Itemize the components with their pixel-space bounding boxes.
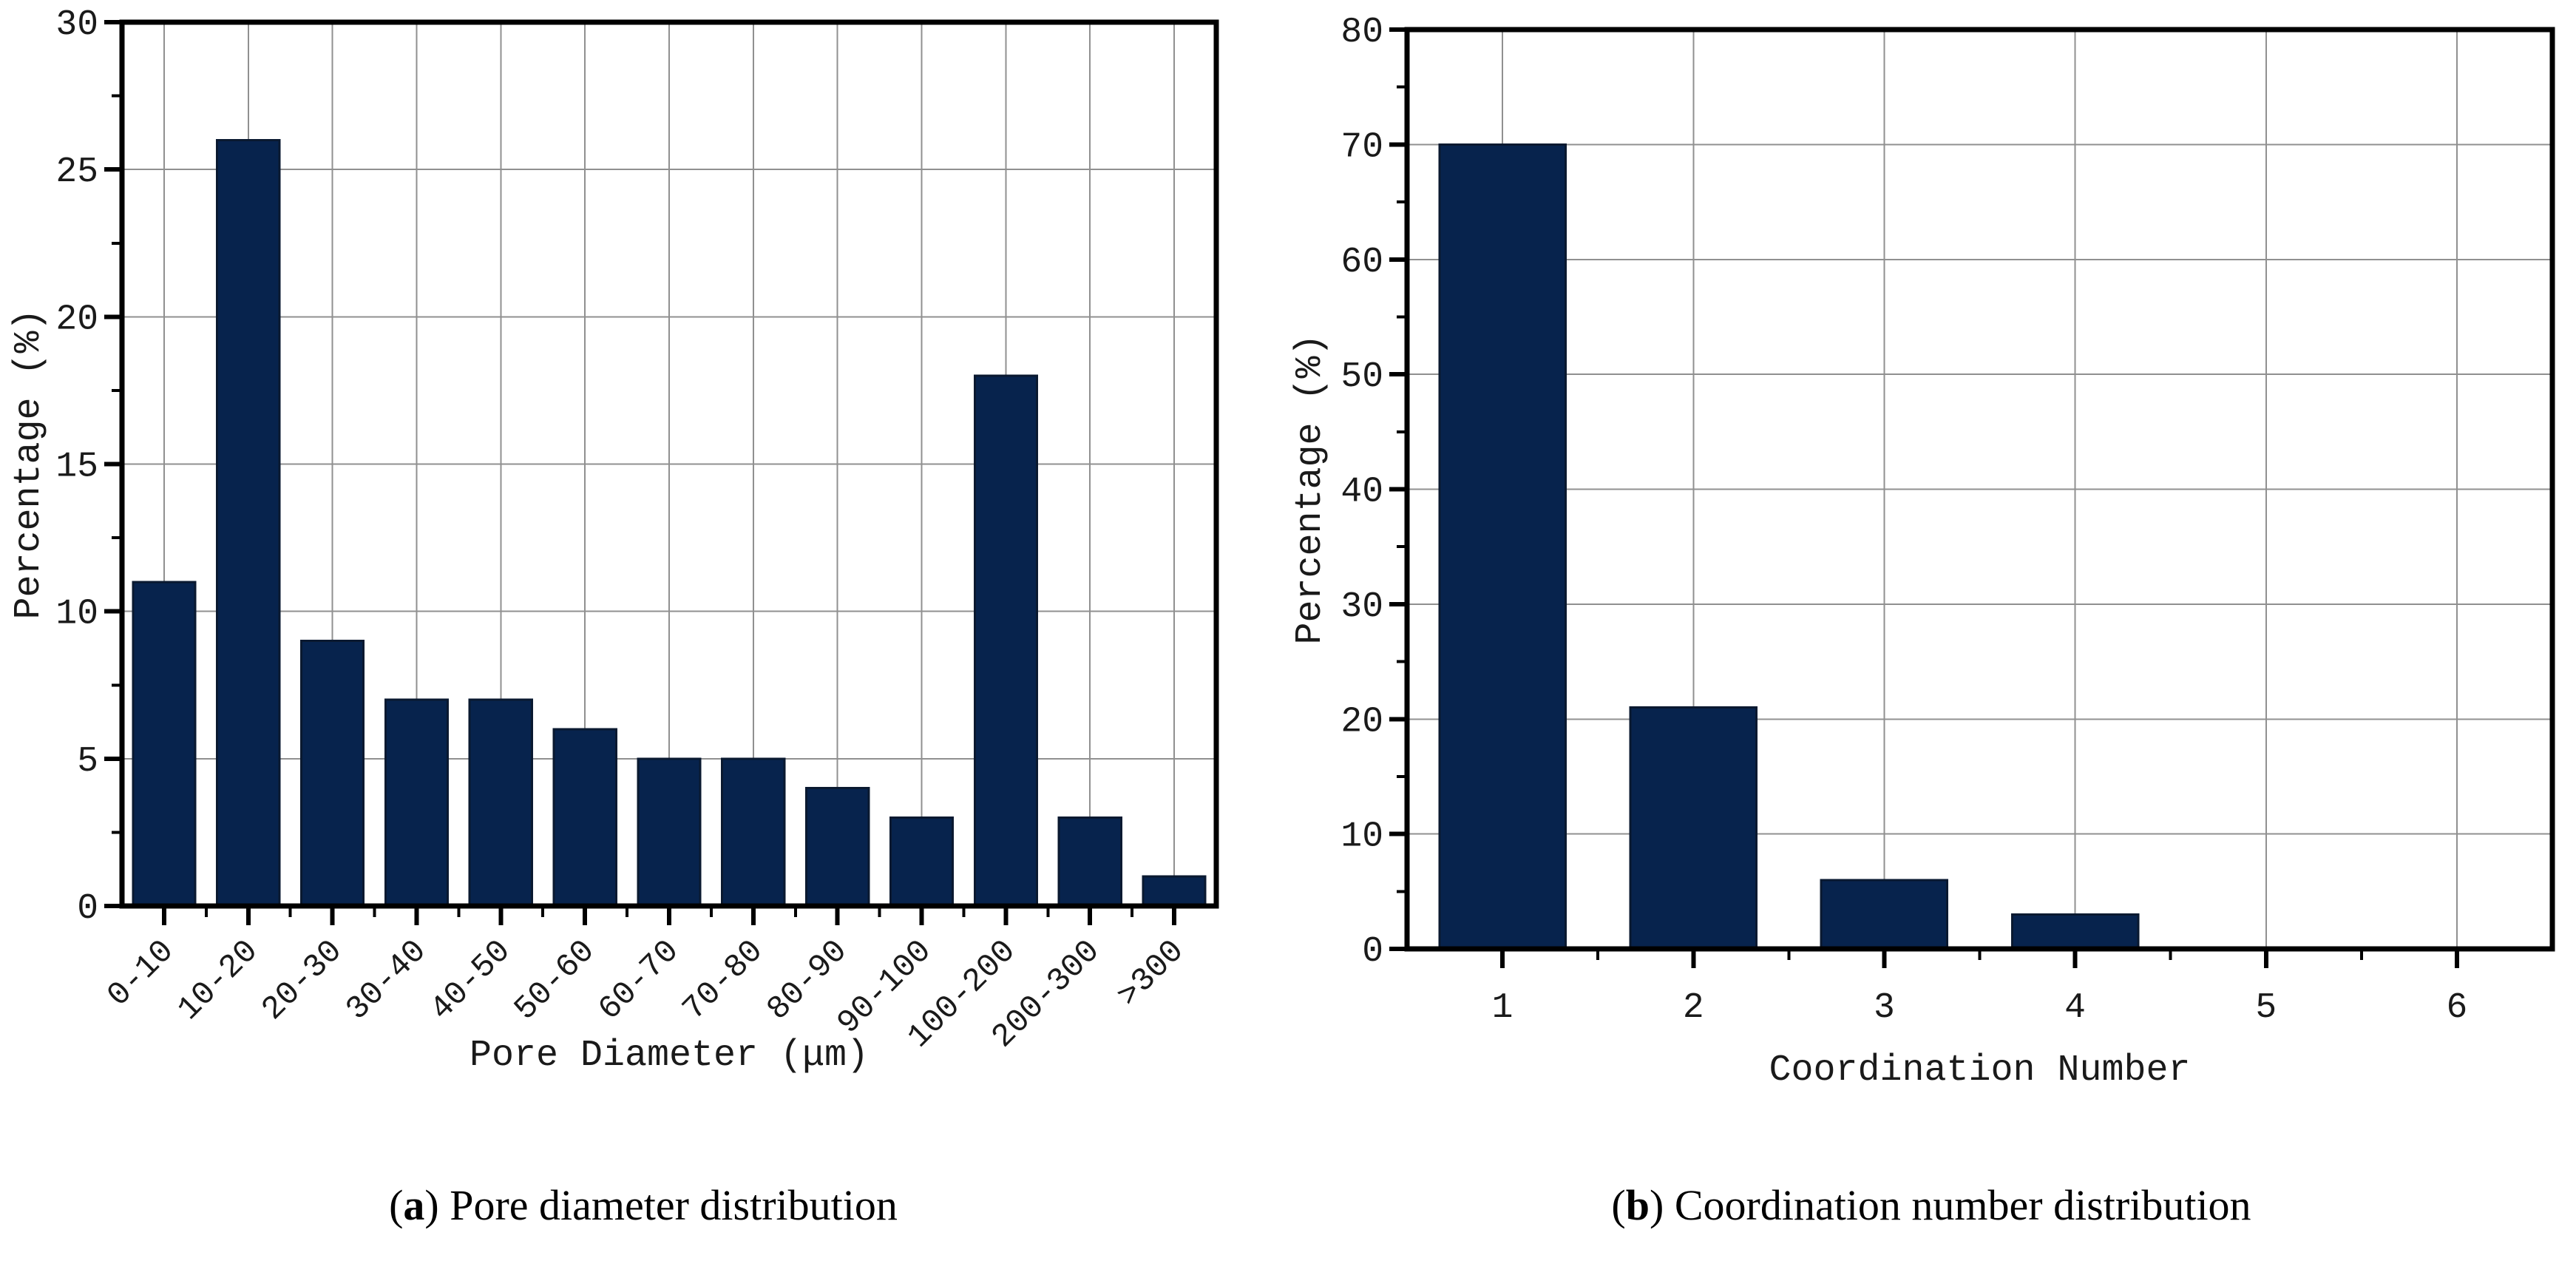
bar-1 [1438,143,1567,950]
y-tick-label: 10 [1340,817,1383,857]
x-tick-label: 50-60 [507,933,603,1029]
y-tick-label: 20 [1340,702,1383,742]
y-tick-label: 5 [77,742,98,782]
y-tick-label: 40 [1340,473,1383,513]
caption-b: (b) Coordination number distribution [1287,1181,2576,1231]
caption-b-paren-close: ) [1650,1181,1664,1229]
x-tick-label: 30-40 [339,933,435,1029]
x-tick-label: 40-50 [423,933,518,1029]
y-tick-label: 15 [55,447,98,487]
caption-a-paren-open: ( [389,1181,404,1229]
x-tick-label: 3 [1874,988,1895,1028]
x-tick-label: 20-30 [255,933,350,1029]
x-tick-label: 5 [2255,988,2277,1028]
x-tick-label: 4 [2064,988,2086,1028]
bar-10-20 [216,138,281,907]
coordination-number-bar-chart: 0 10 20 30 40 50 60 70 80 1 2 3 4 5 6 Coordination Numb… [1289,13,2555,1092]
bar->300 [1142,875,1207,907]
bar-0-10 [132,581,197,907]
caption-b-letter: b [1625,1181,1650,1229]
panel-pore-diameter: 0 5 10 15 20 25 30 0-10 10-20 20-30 30-40 40-50 50-6… [0,0,1287,1278]
panel-coordination-number: 0 10 20 30 40 50 60 70 80 1 2 3 4 5 6 Coordination Numb… [1287,0,2576,1278]
pore-diameter-bar-chart: 0 5 10 15 20 25 30 0-1010-2020-3030-4040-5050-6… [8,5,1219,1077]
y-tick-label: 25 [55,152,98,192]
x-tick-label: 2 [1683,988,1704,1028]
bar-40-50 [468,698,533,907]
y-tick-label: 0 [77,889,98,929]
caption-b-paren-open: ( [1611,1181,1626,1229]
caption-a-paren-close: ) [424,1181,439,1229]
y-tick-label: 70 [1340,127,1383,167]
y-tick-label: 30 [1340,587,1383,627]
y-tick-label: 20 [55,300,98,339]
bar-20-30 [299,640,365,907]
bar-90-100 [889,816,955,907]
y-tick-label: 10 [55,595,98,635]
x-tick-label: 60-70 [592,933,687,1029]
caption-a: (a) Pore diameter distribution [0,1181,1287,1231]
y-axis-label: Percentage (%) [8,308,50,619]
x-tick-label: 1 [1492,988,1514,1028]
caption-b-text: Coordination number distribution [1674,1181,2251,1229]
bar-80-90 [805,787,870,907]
y-tick-label: 30 [55,5,98,45]
y-tick-label: 0 [1362,932,1383,972]
y-tick-label: 80 [1340,13,1383,53]
y-tick-label: 50 [1340,357,1383,397]
bar-4 [2010,913,2140,950]
y-axis-label: Percentage (%) [1289,334,1332,644]
bar-50-60 [552,728,617,907]
x-tick-label: >300 [1111,933,1192,1015]
bar-2 [1629,706,1758,950]
bar-30-40 [384,698,450,907]
bar-70-80 [721,757,786,907]
bar-60-70 [637,757,702,907]
x-axis-label: Pore Diameter (μm) [470,1035,869,1077]
bar-100-200 [973,374,1039,907]
x-axis-label: Coordination Number [1769,1049,2190,1092]
bar-3 [1820,879,1949,950]
y-tick-label: 60 [1340,243,1383,283]
x-tick-label: 70-80 [676,933,771,1029]
caption-a-text: Pore diameter distribution [450,1181,898,1229]
x-tick-label: 6 [2447,988,2468,1028]
x-tick-label: 0-10 [101,933,182,1015]
x-tick-label: 10-20 [171,933,266,1029]
bar-200-300 [1057,816,1122,907]
caption-a-letter: a [403,1181,425,1229]
